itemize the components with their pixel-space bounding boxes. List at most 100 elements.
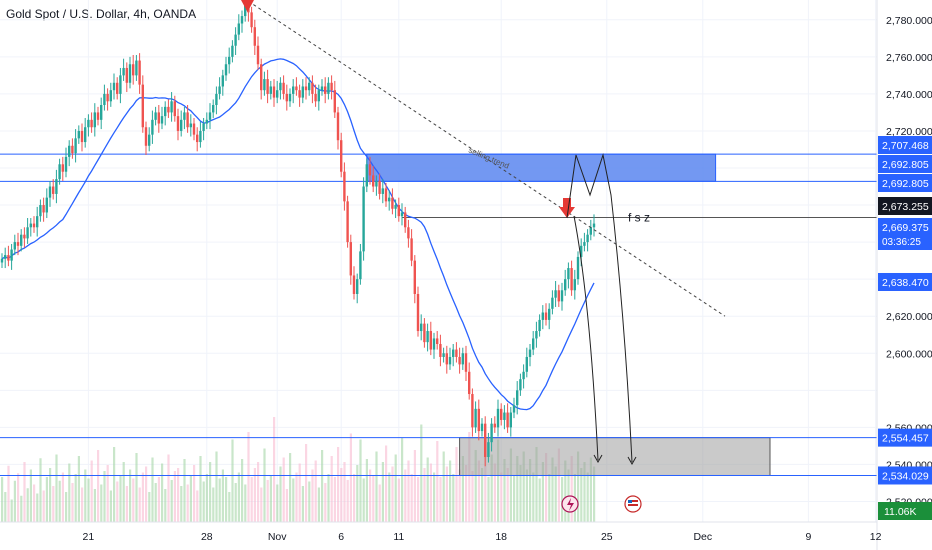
candle-body: [580, 245, 583, 257]
volume-label-bg: [878, 502, 932, 520]
volume-bar: [458, 469, 461, 522]
volume-bar: [321, 450, 324, 522]
candle-body: [167, 106, 170, 113]
candle-body: [589, 227, 592, 235]
candle-body: [525, 356, 528, 372]
candle-body: [372, 175, 375, 187]
candle: [528, 344, 532, 367]
volume-bar: [84, 469, 87, 522]
candle: [541, 305, 544, 330]
candle-body: [189, 123, 192, 128]
candle-body: [592, 223, 596, 228]
candle: [234, 27, 237, 55]
supply-zone: [366, 153, 717, 182]
candle-body: [42, 205, 45, 213]
volume-bar: [36, 493, 39, 522]
demand-zone: [459, 437, 771, 476]
candle-body: [10, 249, 13, 261]
candle: [48, 180, 52, 207]
candle-body: [266, 79, 269, 94]
volume-bar: [378, 484, 381, 522]
volume-bar: [1, 477, 4, 522]
candle-body: [404, 212, 407, 228]
candle: [84, 117, 87, 148]
volume-bar: [154, 483, 157, 522]
candle: [320, 79, 324, 96]
candle-body: [554, 290, 557, 298]
volume-bar: [506, 468, 509, 522]
candle-body: [279, 82, 282, 91]
candle: [372, 166, 375, 193]
candle: [61, 156, 64, 181]
candle: [452, 344, 455, 367]
candle: [448, 347, 452, 370]
x-tick-label: 9: [805, 531, 811, 543]
candle-body: [509, 412, 512, 428]
candle-body: [7, 255, 10, 261]
volume-bar: [580, 468, 583, 522]
candle-body: [276, 90, 279, 98]
candle: [525, 347, 528, 378]
candle-body: [464, 353, 468, 372]
volume-bar: [205, 474, 208, 522]
volume-bar: [193, 465, 196, 522]
candle: [116, 77, 119, 100]
candle: [173, 95, 176, 122]
candle: [141, 75, 144, 133]
candle-body: [100, 105, 103, 120]
candle: [567, 262, 570, 289]
candle: [432, 332, 436, 359]
candle-body: [560, 290, 564, 302]
candle: [164, 101, 167, 126]
candle: [224, 56, 228, 81]
volume-bar: [289, 453, 292, 522]
candle: [192, 117, 196, 141]
volume-bar: [433, 472, 436, 522]
candle: [36, 206, 39, 237]
volume-bar: [106, 465, 109, 522]
x-tick-label: Dec: [693, 531, 712, 543]
candle-body: [442, 353, 445, 357]
candle-body: [148, 134, 151, 146]
candle-body: [253, 27, 256, 46]
candle: [205, 112, 208, 130]
volume-bar: [394, 454, 397, 522]
volume-bar: [183, 459, 186, 522]
candle-body: [528, 349, 532, 357]
volume-bar: [465, 465, 468, 522]
candle-body: [157, 112, 160, 124]
candle: [71, 138, 74, 159]
candle-body: [29, 223, 32, 228]
candle: [317, 84, 320, 111]
volume-bar: [570, 456, 573, 522]
candle-body: [500, 408, 503, 420]
candle-body: [269, 86, 272, 94]
candle: [282, 75, 285, 100]
candle: [119, 67, 122, 104]
volume-bar: [509, 448, 512, 522]
candle-body: [330, 82, 333, 91]
volume-bar: [407, 460, 410, 522]
candle: [266, 69, 269, 104]
candle: [55, 169, 58, 204]
candle: [404, 206, 407, 233]
candle-body: [250, 12, 253, 28]
volume-bar: [244, 484, 247, 522]
candle: [276, 80, 279, 104]
volume-bar: [65, 492, 68, 522]
x-tick-label: Nov: [268, 531, 287, 543]
countdown-label: 03:36:25: [882, 237, 921, 248]
candle: [0, 253, 4, 269]
candle-body: [416, 293, 420, 332]
volume-bar: [55, 454, 58, 522]
price-label: 2,692.805: [878, 174, 932, 192]
volume-bar: [314, 460, 317, 522]
candle: [474, 401, 477, 433]
price-label-text: 2,707.468: [882, 140, 929, 152]
candle-body: [477, 408, 480, 432]
candle-body: [80, 130, 84, 143]
candle-body: [343, 171, 346, 202]
candle: [362, 177, 365, 261]
candle: [548, 303, 551, 330]
